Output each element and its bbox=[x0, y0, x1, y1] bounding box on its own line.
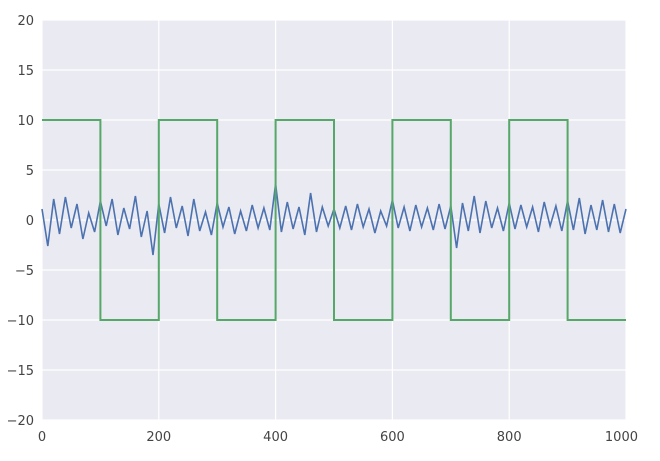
y-axis-ticks: −20 −15 −10 −5 0 5 10 15 20 bbox=[7, 14, 34, 429]
y-tick-label: −5 bbox=[15, 264, 34, 279]
x-tick-label: 600 bbox=[380, 430, 405, 445]
y-tick-label: −20 bbox=[7, 414, 34, 429]
y-tick-label: 5 bbox=[26, 164, 34, 179]
x-tick-label: 1000 bbox=[605, 430, 638, 445]
y-tick-label: −10 bbox=[7, 314, 34, 329]
x-tick-label: 400 bbox=[263, 430, 288, 445]
y-tick-label: 10 bbox=[17, 114, 34, 129]
y-tick-label: −15 bbox=[7, 364, 34, 379]
square-wave-series-line bbox=[42, 119, 626, 321]
x-tick-label: 0 bbox=[38, 430, 46, 445]
series-lines bbox=[41, 119, 627, 321]
x-tick-label: 800 bbox=[497, 430, 522, 445]
y-tick-label: 0 bbox=[26, 214, 34, 229]
y-tick-label: 20 bbox=[17, 14, 34, 29]
x-tick-label: 200 bbox=[146, 430, 171, 445]
x-axis-ticks: 0 200 400 600 800 1000 bbox=[38, 430, 638, 445]
y-tick-label: 15 bbox=[17, 64, 34, 79]
